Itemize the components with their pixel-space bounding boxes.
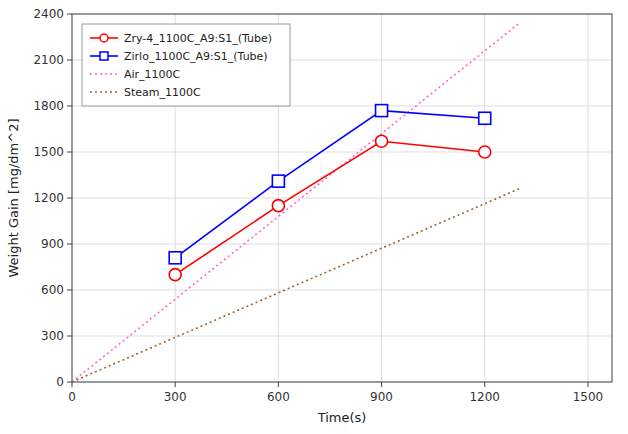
legend-swatch [90,73,118,75]
y-tick-label: 2100 [33,53,64,67]
y-tick [67,60,72,61]
legend-label: Zirlo_1100C_A9:S1_(Tube) [124,50,268,63]
legend-marker [100,52,108,60]
y-tick-label: 900 [41,237,64,251]
y-tick [67,106,72,107]
chart: 0 300 600 900 1200 1500 0 300 600 900 1200 1500 1800… [0,0,628,434]
series-marker [169,252,181,264]
legend-swatch [90,91,118,93]
legend: Zry-4_1100C_A9:S1_(Tube) Zirlo_1100C_A9:S… [82,24,290,106]
y-tick [67,198,72,199]
y-tick-label: 600 [41,283,64,297]
y-tick-label: 2400 [33,7,64,21]
y-grid-line [72,290,612,291]
legend-label: Air_1100C [124,68,181,81]
series-marker [272,200,284,212]
x-tick-label: 1200 [469,390,500,404]
x-tick-label: 900 [370,390,393,404]
legend-box [82,24,290,106]
grid [72,14,612,382]
series-marker [376,135,388,147]
legend-label: Zry-4_1100C_A9:S1_(Tube) [124,32,272,45]
y-axis-label: Weight Gain [mg/dm^2] [6,119,21,278]
x-tick [175,382,176,387]
data [72,23,519,382]
y-tick [67,382,72,383]
legend-label: Steam_1100C [124,86,201,99]
y-tick [67,152,72,153]
y-tick-label: 1200 [33,191,64,205]
x-tick-label: 600 [267,390,290,404]
x-tick-label: 1500 [573,390,604,404]
series-line [72,23,519,382]
series-line [72,189,519,382]
x-tick-label: 300 [164,390,187,404]
y-tick-label: 0 [56,375,64,389]
series-marker [272,175,284,187]
y-tick [67,244,72,245]
y-grid-line [72,244,612,245]
series-marker [376,105,388,117]
series-marker [479,112,491,124]
x-tick [484,382,485,387]
y-grid-line [72,198,612,199]
series-marker [479,146,491,158]
x-tick-label: 0 [68,390,76,404]
x-tick [278,382,279,387]
y-tick-label: 300 [41,329,64,343]
y-tick [67,290,72,291]
y-grid-line [72,152,612,153]
x-tick [72,382,73,387]
x-tick [587,382,588,387]
x-axis-label: Time(s) [317,410,367,425]
y-tick [67,336,72,337]
x-tick [381,382,382,387]
y-grid-line [72,336,612,337]
legend-marker [100,34,108,42]
series-marker [169,269,181,281]
y-tick-label: 1800 [33,99,64,113]
y-tick [67,14,72,15]
plot-frame [72,14,612,382]
y-tick-label: 1500 [33,145,64,159]
series-line [175,141,485,274]
series-line [175,111,485,258]
